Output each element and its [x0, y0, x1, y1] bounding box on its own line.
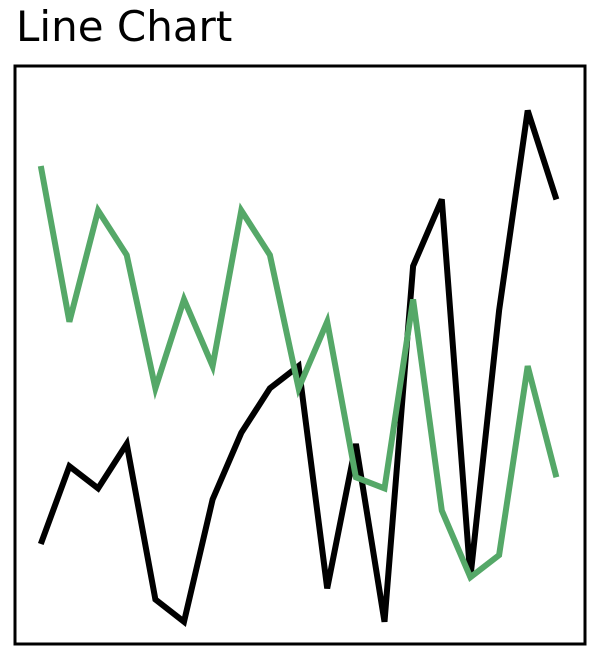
series-line-2 [37, 165, 560, 583]
series-layer [37, 109, 560, 628]
chart-title: Line Chart [16, 2, 233, 51]
plot-area-frame [13, 64, 587, 646]
